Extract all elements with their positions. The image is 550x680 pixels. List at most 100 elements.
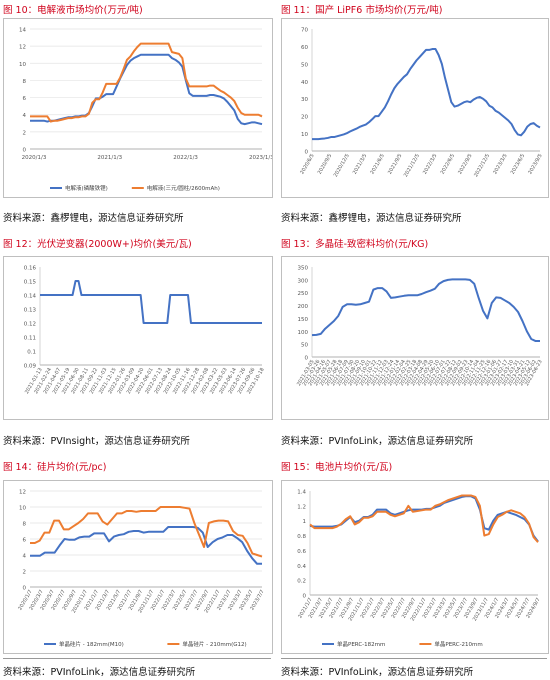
y-tick-label: 200 (298, 304, 309, 310)
figure-title-15: 图 15：电池片均价(元/瓦) (281, 462, 393, 473)
figure-title-10: 图 10：电解液市场均价(万元/吨) (3, 5, 143, 16)
y-tick-label: 100 (298, 330, 309, 336)
chart-inverter: 0.09 0.1 0.11 0.12 0.13 0.14 0.15 0.16 2021-01-1… (3, 256, 273, 420)
y-tick-label: 0 (305, 150, 309, 156)
series-line-1 (40, 280, 262, 324)
series-line-1 (309, 495, 539, 543)
x-tick-label: 2021/3/5 (352, 153, 368, 175)
x-tick-label: 2022/6/5 (440, 153, 456, 175)
y-tick-label: 10 (19, 62, 26, 68)
y-tick-label: 0.11 (24, 336, 36, 342)
y-tick-label: 0.09 (24, 364, 37, 370)
y-tick-label: 0.4 (297, 564, 306, 570)
series-line-1 (30, 526, 262, 565)
source-note-15: 资料来源：PVInfoLink，源达信息证券研究所 (281, 667, 474, 678)
chart-cell: 0 0.2 0.4 0.6 0.8 1 1.2 1.4 2021/1/7 2021/3/7 2021… (281, 480, 549, 654)
x-tick-label: 2020/12/5 (333, 153, 351, 178)
legend-label: 电解液(三元/圆柱/2600mAh) (147, 184, 220, 192)
y-tick-label: 300 (298, 278, 309, 284)
chart-inverter-svg: 0.090.10.110.120.130.140.150.162021-01-1… (24, 266, 266, 396)
y-tick-label: 12 (19, 45, 26, 51)
figure-title-12: 图 12：光伏逆变器(2000W+)均价(美元/瓦) (3, 239, 192, 250)
x-tick-label: 2020/9/5 (317, 153, 333, 175)
y-tick-label: 8 (23, 522, 27, 528)
y-tick-label: 0.12 (24, 322, 36, 328)
y-tick-label: 60 (301, 45, 308, 51)
x-tick-label: 2021/12/5 (403, 153, 421, 178)
y-tick-label: 0 (23, 148, 27, 154)
chart-polysilicon-svg: 0501001502002503003502021-03-052021-03-2… (296, 266, 544, 388)
y-tick-label: 1.2 (297, 504, 306, 510)
y-tick-label: 150 (298, 317, 309, 323)
x-tick-label: 2023/9/5 (527, 153, 543, 175)
figure-title-11: 图 11：国产 LiPF6 市场均价(万元/吨) (281, 5, 443, 16)
series-line-1 (311, 278, 540, 343)
y-tick-label: 30 (301, 97, 308, 103)
x-tick-label: 2023/3/5 (492, 153, 508, 175)
legend-label: 单晶PERC-182mm (337, 640, 385, 648)
y-tick-label: 2 (23, 570, 27, 576)
divider-rule-left (3, 658, 271, 659)
series-line-2 (309, 494, 539, 543)
y-tick-label: 0 (303, 594, 307, 600)
source-note-14: 资料来源：PVInfoLink，源达信息证券研究所 (3, 667, 196, 678)
series-line-2 (30, 42, 263, 123)
y-tick-label: 0 (305, 356, 309, 362)
y-tick-label: 10 (301, 132, 308, 138)
legend-label: 单晶硅片 - 182mm(M10) (59, 640, 124, 648)
series-line-1 (312, 48, 541, 141)
y-tick-label: 1 (303, 519, 307, 525)
y-tick-label: 1.4 (297, 490, 306, 496)
source-note-12: 资料来源：PVInsight，源达信息证券研究所 (3, 436, 190, 447)
y-tick-label: 4 (23, 113, 27, 119)
x-tick-label: 2022/1/3 (173, 155, 198, 161)
x-tick-label: 2022/9/5 (457, 153, 473, 175)
y-tick-label: 0.15 (24, 280, 37, 286)
x-tick-label: 2023/1/3 (249, 155, 272, 161)
y-tick-label: 0 (23, 586, 27, 592)
y-tick-label: 2 (23, 130, 27, 136)
chart-electrolyte-svg: 0 2 4 6 8 10 12 14 2020/1/3 2021/1/3 2022/1/3 2023/… (19, 28, 272, 193)
y-tick-label: 0.2 (297, 579, 306, 585)
y-tick-label: 50 (301, 62, 308, 68)
y-tick-label: 14 (19, 28, 26, 34)
y-tick-label: 0.6 (297, 549, 306, 555)
source-note-13: 资料来源：PVInfoLink，源达信息证券研究所 (281, 436, 474, 447)
y-tick-label: 10 (19, 506, 26, 512)
figure-title-13: 图 13：多晶硅-致密料均价(元/KG) (281, 239, 429, 250)
x-tick-label: 2023/6/5 (510, 153, 526, 175)
y-tick-label: 8 (23, 79, 27, 85)
y-tick-label: 350 (298, 266, 309, 272)
chart-lipf6: 0 10 20 30 40 50 60 70 2020/6/5 2020/9/5 2020/12/5… (281, 18, 549, 198)
y-tick-label: 0.1 (27, 350, 36, 356)
chart-lipf6-svg: 0 10 20 30 40 50 60 70 2020/6/5 2020/9/5 2020/12/5… (299, 28, 543, 179)
y-tick-label: 0.8 (297, 534, 306, 540)
x-tick-label: 2021/1/3 (97, 155, 122, 161)
x-tick-label: 2020/6/5 (299, 153, 315, 175)
y-tick-label: 6 (23, 538, 27, 544)
y-tick-label: 50 (301, 343, 308, 349)
y-tick-label: 250 (298, 291, 309, 297)
chart-electrolyte: 0 2 4 6 8 10 12 14 2020/1/3 2021/1/3 2022/1/3 2023/… (3, 18, 273, 198)
y-tick-label: 0.14 (24, 294, 37, 300)
source-note-10: 资料来源：鑫椤锂电，源达信息证券研究所 (3, 213, 184, 224)
x-tick-label: 2021/9/5 (387, 153, 403, 175)
y-tick-label: 12 (19, 490, 26, 496)
source-note-11: 资料来源：鑫椤锂电，源达信息证券研究所 (281, 213, 462, 224)
legend-label: 电解液(磷酸铁锂) (65, 184, 108, 192)
y-tick-label: 70 (301, 28, 308, 34)
y-tick-label: 40 (301, 80, 308, 86)
y-tick-label: 20 (301, 115, 308, 121)
chart-wafer-svg: 0246810122020/1/72020/3/72020/5/72020/7/… (17, 490, 265, 649)
x-tick-label: 2020/1/3 (22, 155, 47, 161)
y-tick-label: 6 (23, 96, 27, 102)
chart-wafer: 0 2 4 6 8 10 12 2020/1/7 2020/3/7 2020/5/7 2020/7/… (3, 480, 273, 654)
legend-label: 单晶PERC-210mm (434, 640, 482, 648)
x-tick-label: 2022/3/5 (422, 153, 438, 175)
y-tick-label: 4 (23, 554, 27, 560)
series-line-2 (30, 506, 263, 558)
legend-label: 单晶硅片 - 210mm(G12) (182, 640, 246, 648)
series-line-1 (30, 53, 263, 126)
x-tick-label: 2022/12/5 (473, 153, 491, 178)
y-tick-label: 0.13 (24, 308, 37, 314)
